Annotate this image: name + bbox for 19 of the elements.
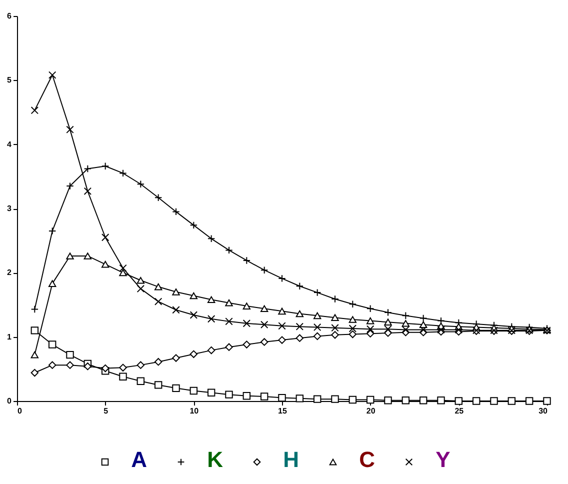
y-tick-label: 3 xyxy=(7,204,12,213)
y-tick-label: 0 xyxy=(7,396,12,406)
x-tick-label: 25 xyxy=(454,406,464,416)
legend-label: C xyxy=(359,447,376,472)
y-tick-label: 5 xyxy=(7,76,12,85)
x-tick-label: 20 xyxy=(366,406,376,416)
x-tick-label: 0 xyxy=(18,406,22,416)
y-tick-label: 2 xyxy=(7,268,12,278)
y-tick-label: 6 xyxy=(7,12,12,20)
legend-label: H xyxy=(283,447,299,472)
y-tick-label: 4 xyxy=(7,140,12,149)
legend-label: K xyxy=(207,447,224,472)
x-tick-label: 15 xyxy=(278,406,288,416)
x-tick-label: 10 xyxy=(190,406,200,416)
x-tick-label: 5 xyxy=(104,406,109,416)
legend-label: Y xyxy=(436,447,451,472)
y-tick-label: 1 xyxy=(7,332,12,342)
legend-label: A xyxy=(131,447,148,472)
x-tick-label: 30 xyxy=(538,406,548,416)
